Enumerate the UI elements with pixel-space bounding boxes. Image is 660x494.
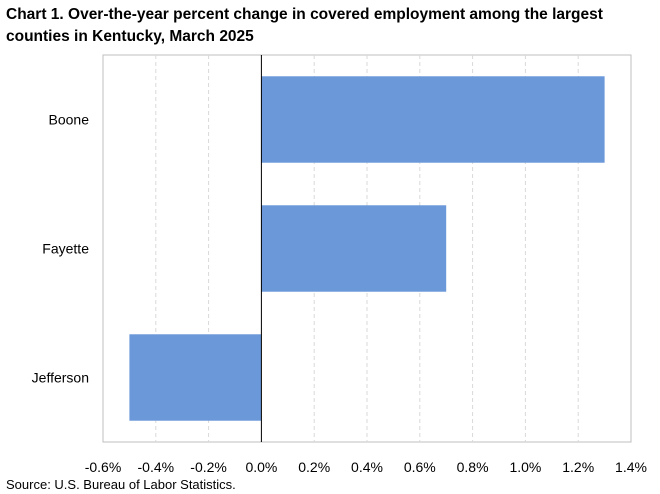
source-note: Source: U.S. Bureau of Labor Statistics. [6,477,236,492]
x-tick-label: 1.4% [615,459,647,475]
x-tick-label: 0.8% [457,459,489,475]
chart-title: Chart 1. Over-the-year percent change in… [6,6,603,45]
x-tick-label: -0.2% [190,459,227,475]
category-label-fayette: Fayette [42,241,89,257]
x-tick-label: 0.0% [245,459,277,475]
bars [129,76,605,421]
category-labels: Boone Fayette Jefferson [32,112,90,386]
category-label-jefferson: Jefferson [32,370,89,386]
x-tick-label: 1.0% [509,459,541,475]
x-tick-label: 0.4% [351,459,383,475]
x-tick-label: 0.2% [298,459,330,475]
bar-jefferson [129,334,262,421]
x-tick-labels: -0.6% -0.4% -0.2% 0.0% 0.2% 0.4% 0.6% 0.8% 1.0% 1… [85,459,647,475]
x-tick-label: 1.2% [562,459,594,475]
x-tick-label: -0.4% [138,459,175,475]
x-tick-label: -0.6% [85,459,122,475]
x-tick-label: 0.6% [404,459,436,475]
bar-boone [261,76,605,163]
bar-fayette [261,205,447,292]
category-label-boone: Boone [49,112,90,128]
